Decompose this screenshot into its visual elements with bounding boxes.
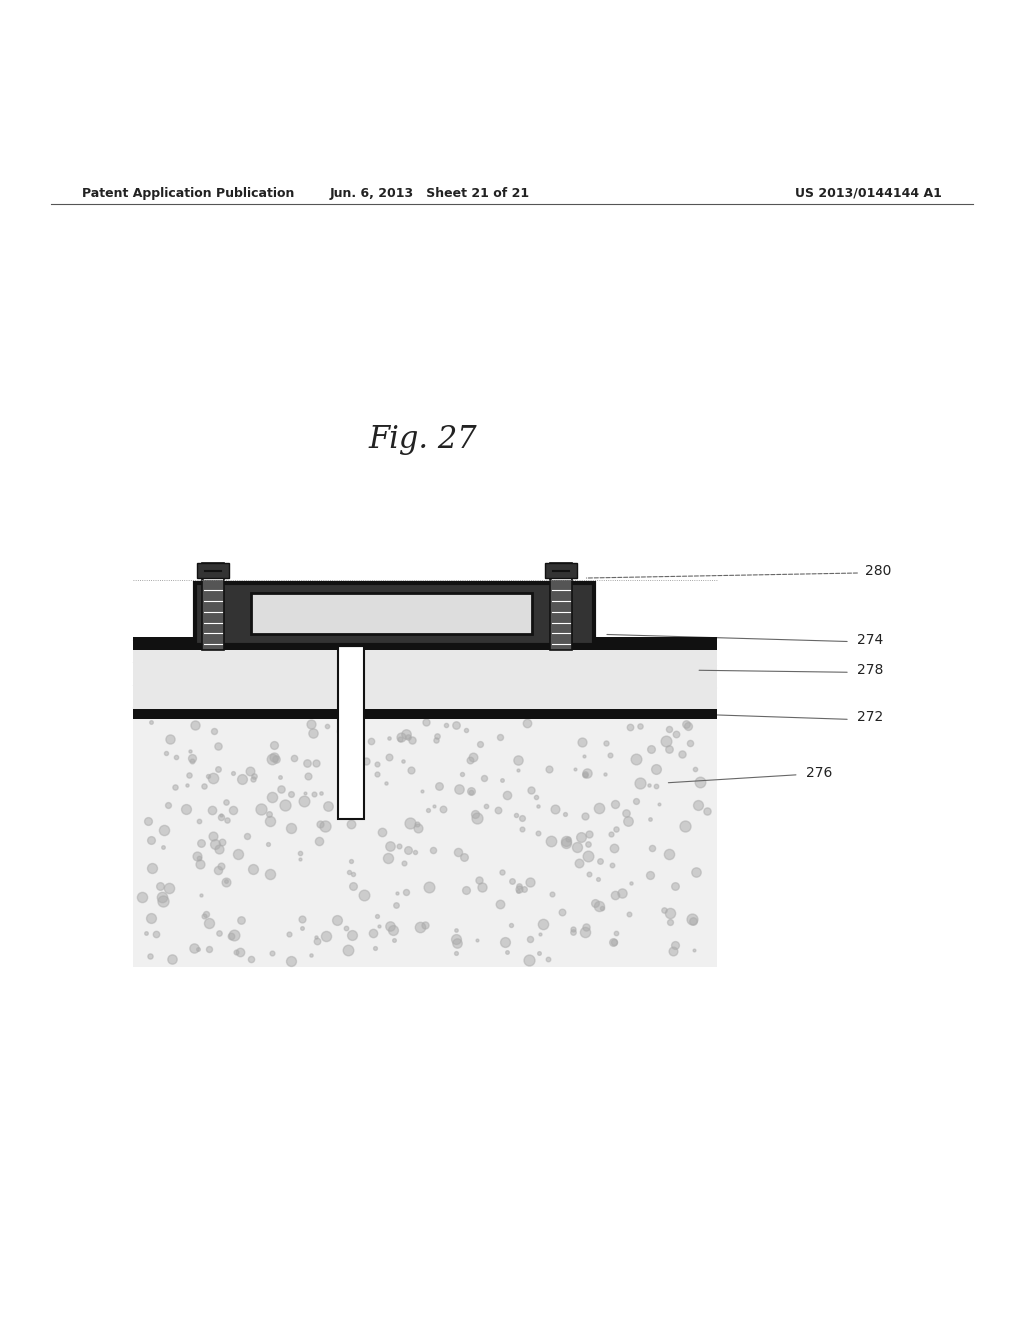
Text: Fig. 27: Fig. 27 <box>369 425 477 455</box>
Bar <box>198 562 228 578</box>
Text: US 2013/0144144 A1: US 2013/0144144 A1 <box>796 187 942 199</box>
Bar <box>202 562 224 649</box>
Bar <box>133 639 717 717</box>
Text: Patent Application Publication: Patent Application Publication <box>82 187 294 199</box>
Bar <box>133 717 717 968</box>
Bar <box>550 562 572 649</box>
Text: Jun. 6, 2013   Sheet 21 of 21: Jun. 6, 2013 Sheet 21 of 21 <box>330 187 530 199</box>
Text: 280: 280 <box>865 564 892 578</box>
Bar <box>133 709 717 719</box>
Text: 278: 278 <box>857 663 884 677</box>
Bar <box>195 583 594 644</box>
Text: 276: 276 <box>806 766 833 780</box>
Bar <box>133 638 717 649</box>
Text: 272: 272 <box>857 710 884 725</box>
Text: 274: 274 <box>857 632 884 647</box>
Bar <box>546 562 577 578</box>
Bar <box>251 594 532 635</box>
Bar <box>338 644 364 818</box>
